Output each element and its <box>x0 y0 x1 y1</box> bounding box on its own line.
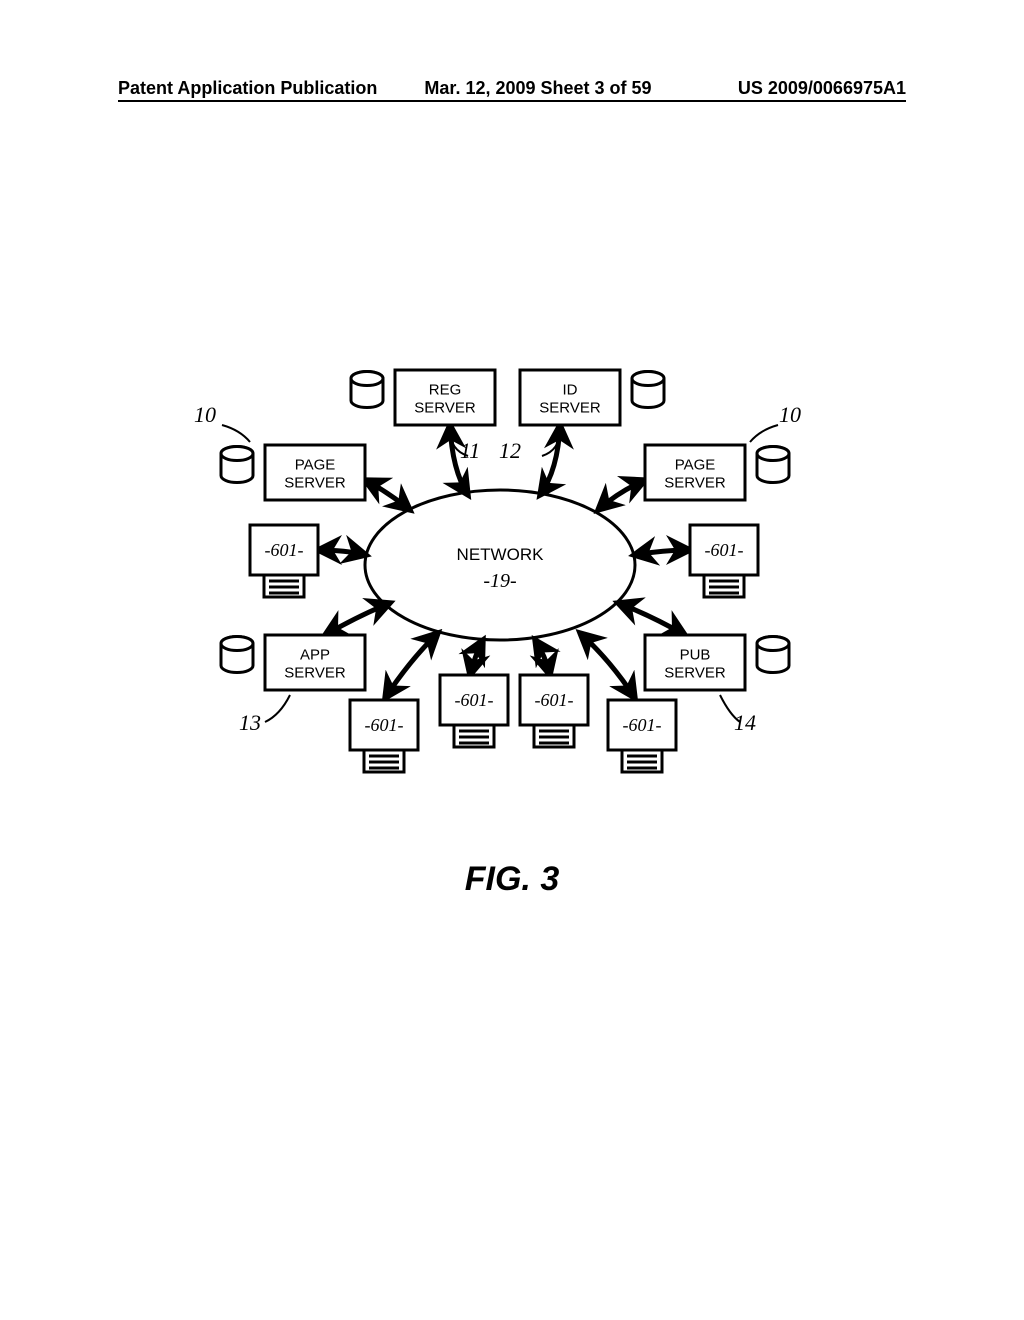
svg-text:SERVER: SERVER <box>414 400 476 417</box>
svg-text:10: 10 <box>779 402 801 427</box>
connector-arrow <box>540 425 560 495</box>
figure-caption: FIG. 3 <box>0 860 1024 899</box>
svg-text:SERVER: SERVER <box>539 400 601 417</box>
network-node <box>365 490 635 640</box>
svg-text:PAGE: PAGE <box>295 457 336 474</box>
svg-text:PUB: PUB <box>680 647 711 664</box>
connector-arrow <box>598 480 645 510</box>
svg-text:10: 10 <box>194 402 216 427</box>
header-rule <box>118 100 906 102</box>
connector-arrow <box>385 633 438 698</box>
svg-text:SERVER: SERVER <box>284 475 346 492</box>
svg-text:SERVER: SERVER <box>284 665 346 682</box>
svg-text:SERVER: SERVER <box>664 665 726 682</box>
header-left: Patent Application Publication <box>118 78 377 99</box>
figure-diagram: NETWORK-19-REGSERVER11IDSERVER12PAGESERV… <box>150 350 850 830</box>
svg-text:13: 13 <box>239 710 261 735</box>
header-right: US 2009/0066975A1 <box>738 78 906 99</box>
svg-text:PAGE: PAGE <box>675 457 716 474</box>
svg-text:SERVER: SERVER <box>664 475 726 492</box>
svg-text:NETWORK: NETWORK <box>457 545 545 564</box>
svg-text:-601-: -601- <box>623 715 662 735</box>
svg-text:12: 12 <box>499 438 521 463</box>
svg-text:-601-: -601- <box>705 540 744 560</box>
svg-text:11: 11 <box>460 438 480 463</box>
connector-arrow <box>365 480 410 510</box>
svg-text:-19-: -19- <box>483 570 516 592</box>
svg-text:14: 14 <box>734 710 756 735</box>
connector-arrow <box>535 640 550 675</box>
header-middle: Mar. 12, 2009 Sheet 3 of 59 <box>398 78 678 99</box>
svg-text:APP: APP <box>300 647 330 664</box>
connector-arrow <box>618 603 685 635</box>
svg-text:REG: REG <box>429 382 462 399</box>
connector-arrow <box>318 550 366 555</box>
connector-arrow <box>325 603 390 635</box>
connector-arrow <box>634 550 690 555</box>
svg-text:-601-: -601- <box>535 690 574 710</box>
svg-text:-601-: -601- <box>265 540 304 560</box>
svg-text:-601-: -601- <box>365 715 404 735</box>
connector-arrow <box>470 640 483 675</box>
svg-text:ID: ID <box>563 382 578 399</box>
page: Patent Application Publication Mar. 12, … <box>0 0 1024 1320</box>
svg-text:-601-: -601- <box>455 690 494 710</box>
